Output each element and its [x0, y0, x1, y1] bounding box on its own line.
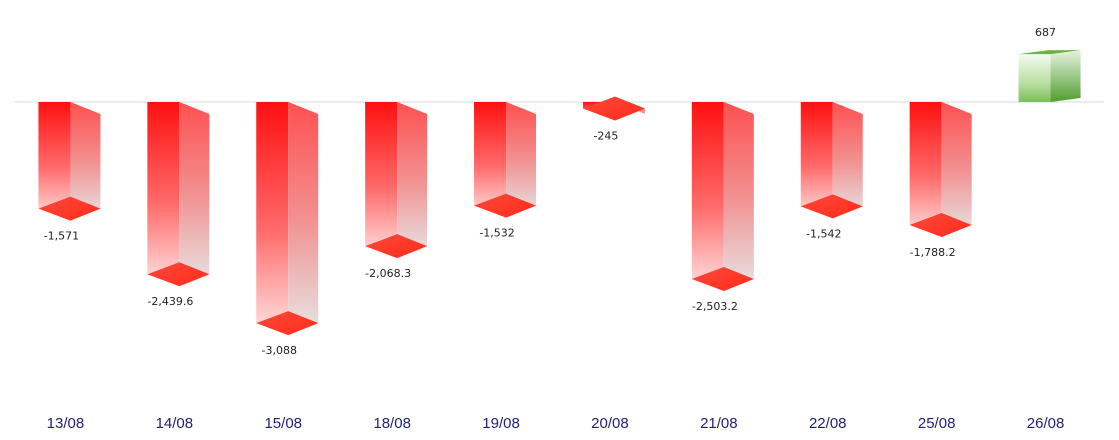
- category-label: 22/08: [809, 415, 847, 432]
- bar-bottom-cap: [147, 262, 210, 287]
- bar-side-face: [1050, 50, 1081, 102]
- category-label: 21/08: [700, 415, 738, 432]
- bar-front-face: [147, 102, 180, 287]
- bar-bottom-cap: [582, 96, 645, 121]
- bar-front-face: [256, 102, 289, 336]
- category-label: 20/08: [591, 415, 629, 432]
- bar-bottom-cap: [474, 193, 537, 218]
- bar-side-face: [70, 102, 101, 221]
- bar-13/08: [38, 102, 101, 221]
- value-label: -1,532: [479, 227, 514, 240]
- bar-22/08: [800, 102, 863, 219]
- bar-front-face: [365, 102, 398, 259]
- value-label: -3,088: [262, 344, 297, 357]
- category-label: 26/08: [1027, 415, 1065, 432]
- bar-26/08: [1018, 50, 1081, 102]
- bar-18/08: [365, 102, 428, 259]
- value-label: -2,068.3: [365, 267, 411, 280]
- bar-bottom-cap: [691, 266, 754, 291]
- bar-25/08: [909, 102, 972, 238]
- bar-bottom-cap: [365, 234, 428, 259]
- bar-side-face: [832, 102, 863, 219]
- bar-front-face: [474, 102, 507, 218]
- bar-side-face: [506, 102, 537, 218]
- category-label: 14/08: [156, 415, 194, 432]
- bar-side-face: [288, 102, 319, 336]
- bar-14/08: [147, 102, 210, 287]
- bar-front-face: [800, 102, 833, 219]
- value-label: -245: [593, 129, 618, 142]
- value-label: -1,571: [44, 230, 79, 243]
- bar-front-face: [38, 102, 71, 221]
- value-label: -1,788.2: [910, 246, 956, 259]
- bars-group: [38, 50, 1081, 336]
- value-label: -2,439.6: [147, 295, 193, 308]
- bar-side-face: [941, 102, 972, 238]
- bar-bottom-cap: [256, 311, 319, 336]
- bar-side-face: [397, 102, 428, 259]
- value-labels-group: -1,571 -2,439.6 -3,088 -2,068.3 -1,532 -245 -2…: [44, 26, 1056, 357]
- bar-side-face: [723, 102, 754, 291]
- category-label: 13/08: [47, 415, 85, 432]
- bar-19/08: [474, 102, 537, 218]
- category-labels-group: 13/08 14/08 15/08 18/08 19/08 20/08 21/08 22/08…: [47, 415, 1065, 432]
- bar-20/08: [582, 96, 645, 121]
- bar-bottom-cap: [38, 196, 101, 221]
- bar-15/08: [256, 102, 319, 336]
- bar-side-face: [179, 102, 210, 287]
- category-label: 25/08: [918, 415, 956, 432]
- bar-front-face: [1018, 54, 1051, 102]
- value-label: 687: [1035, 26, 1056, 39]
- bar-top-face: [1018, 50, 1081, 55]
- value-label: -1,542: [806, 227, 841, 240]
- bar-bottom-cap: [800, 194, 863, 219]
- category-label: 18/08: [373, 415, 411, 432]
- category-label: 15/08: [264, 415, 302, 432]
- category-label: 19/08: [482, 415, 520, 432]
- bar-front-face: [909, 102, 942, 238]
- value-label: -2,503.2: [692, 300, 738, 313]
- bar-21/08: [691, 102, 754, 291]
- bar-front-face: [691, 102, 724, 291]
- bar-bottom-cap: [909, 213, 972, 238]
